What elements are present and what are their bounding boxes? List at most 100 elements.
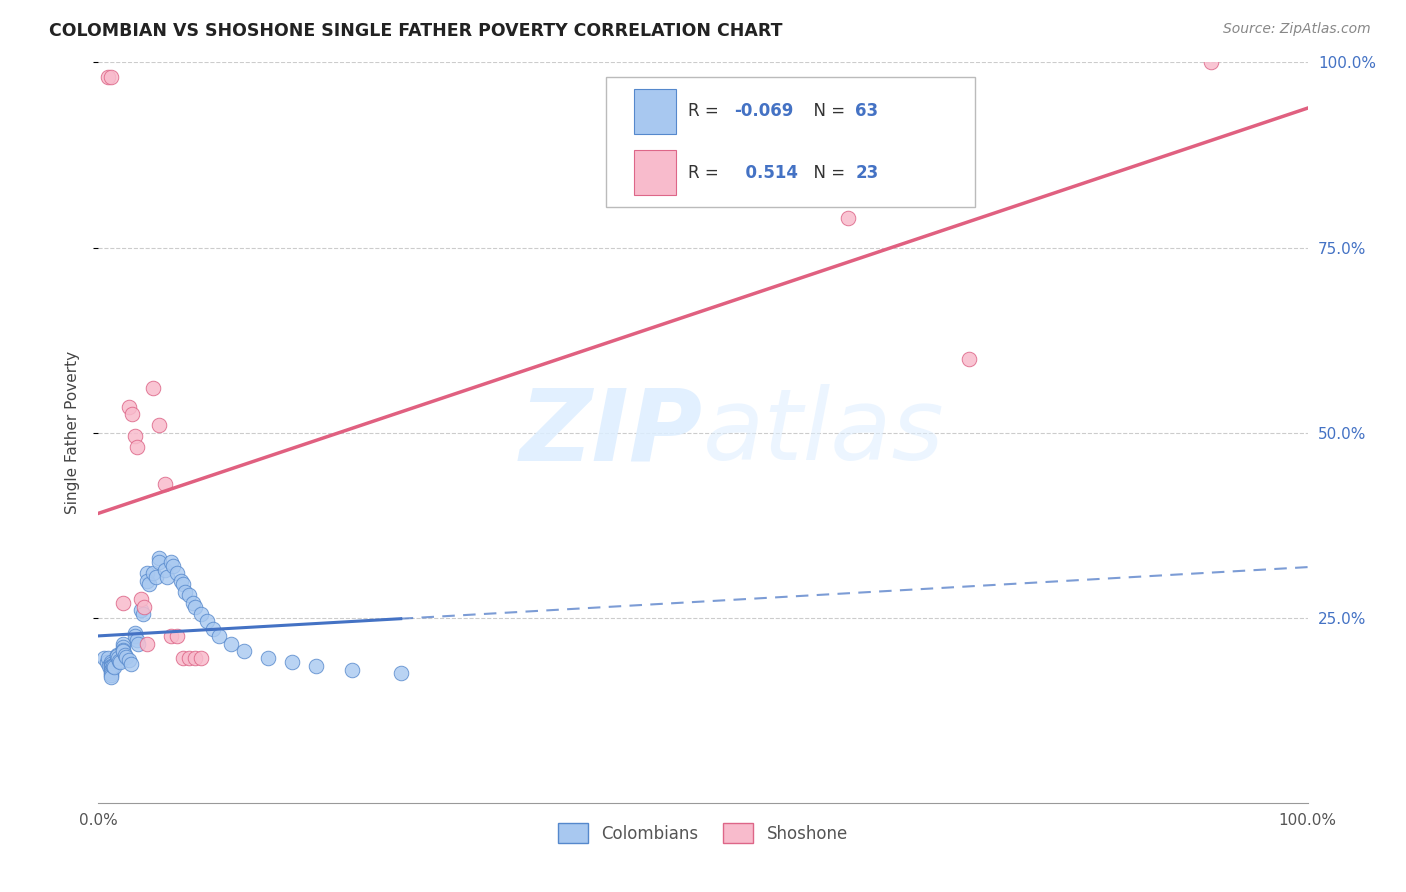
Text: ZIP: ZIP xyxy=(520,384,703,481)
Point xyxy=(105,649,128,664)
Point xyxy=(100,663,122,677)
Point xyxy=(111,640,134,655)
Point xyxy=(135,574,157,588)
Point xyxy=(127,441,149,455)
Point xyxy=(957,351,980,366)
Point xyxy=(105,648,128,662)
Point xyxy=(184,599,207,614)
Bar xyxy=(634,151,676,194)
Point xyxy=(100,666,122,681)
Point xyxy=(145,570,167,584)
Text: N =: N = xyxy=(803,103,851,120)
Point xyxy=(148,555,170,569)
Y-axis label: Single Father Poverty: Single Father Poverty xyxy=(65,351,80,514)
Point xyxy=(169,574,191,588)
Text: -0.069: -0.069 xyxy=(734,103,794,120)
Point xyxy=(142,381,165,395)
Point xyxy=(97,651,120,665)
Point xyxy=(132,607,155,621)
Point xyxy=(181,596,204,610)
Point xyxy=(153,477,176,491)
Text: N =: N = xyxy=(803,163,851,182)
Point xyxy=(166,566,188,581)
Point xyxy=(120,657,142,671)
Point xyxy=(142,566,165,581)
Point xyxy=(100,657,122,671)
Point xyxy=(172,651,194,665)
Text: atlas: atlas xyxy=(703,384,945,481)
Point xyxy=(111,642,134,657)
Point xyxy=(148,418,170,433)
Point xyxy=(195,615,218,629)
Point xyxy=(100,664,122,678)
Point xyxy=(114,648,136,662)
Point xyxy=(124,625,146,640)
Point xyxy=(138,577,160,591)
Point xyxy=(166,629,188,643)
Point xyxy=(124,429,146,443)
Text: R =: R = xyxy=(689,103,724,120)
Point xyxy=(305,658,328,673)
FancyBboxPatch shape xyxy=(606,78,976,207)
Point xyxy=(111,596,134,610)
Text: 23: 23 xyxy=(855,163,879,182)
Point xyxy=(118,400,141,414)
Text: 63: 63 xyxy=(855,103,879,120)
Point xyxy=(108,655,131,669)
Text: 0.514: 0.514 xyxy=(734,163,799,182)
Point xyxy=(118,653,141,667)
Point xyxy=(221,637,243,651)
Point xyxy=(111,644,134,658)
Point xyxy=(111,637,134,651)
Point xyxy=(93,651,115,665)
Point xyxy=(134,599,156,614)
Point xyxy=(256,651,278,665)
Point xyxy=(100,670,122,684)
Point xyxy=(127,637,149,651)
Point xyxy=(127,632,149,647)
Point xyxy=(100,658,122,673)
Point xyxy=(101,658,124,673)
Point xyxy=(121,407,143,421)
Point xyxy=(232,644,254,658)
Point xyxy=(148,551,170,566)
Point xyxy=(135,566,157,581)
Point xyxy=(97,70,120,85)
Point xyxy=(100,668,122,682)
Point xyxy=(103,660,125,674)
Point xyxy=(115,649,138,664)
Point xyxy=(96,655,118,669)
Point xyxy=(129,592,152,607)
Point xyxy=(342,663,364,677)
Point xyxy=(202,622,225,636)
Point xyxy=(190,651,212,665)
Bar xyxy=(634,89,676,134)
Point xyxy=(162,558,184,573)
Point xyxy=(153,563,176,577)
Point xyxy=(98,658,121,673)
Point xyxy=(389,666,412,681)
Legend: Colombians, Shoshone: Colombians, Shoshone xyxy=(551,816,855,850)
Point xyxy=(107,651,129,665)
Point xyxy=(156,570,179,584)
Point xyxy=(100,660,122,674)
Point xyxy=(172,577,194,591)
Point xyxy=(174,584,197,599)
Point xyxy=(179,651,201,665)
Text: Source: ZipAtlas.com: Source: ZipAtlas.com xyxy=(1223,22,1371,37)
Point xyxy=(160,629,183,643)
Point xyxy=(208,629,231,643)
Point xyxy=(124,629,146,643)
Point xyxy=(281,655,304,669)
Point xyxy=(716,174,738,188)
Point xyxy=(135,637,157,651)
Point xyxy=(837,211,859,225)
Text: COLOMBIAN VS SHOSHONE SINGLE FATHER POVERTY CORRELATION CHART: COLOMBIAN VS SHOSHONE SINGLE FATHER POVE… xyxy=(49,22,783,40)
Point xyxy=(190,607,212,621)
Point xyxy=(184,651,207,665)
Point xyxy=(179,589,201,603)
Point xyxy=(100,655,122,669)
Point xyxy=(1199,55,1222,70)
Point xyxy=(129,603,152,617)
Text: R =: R = xyxy=(689,163,724,182)
